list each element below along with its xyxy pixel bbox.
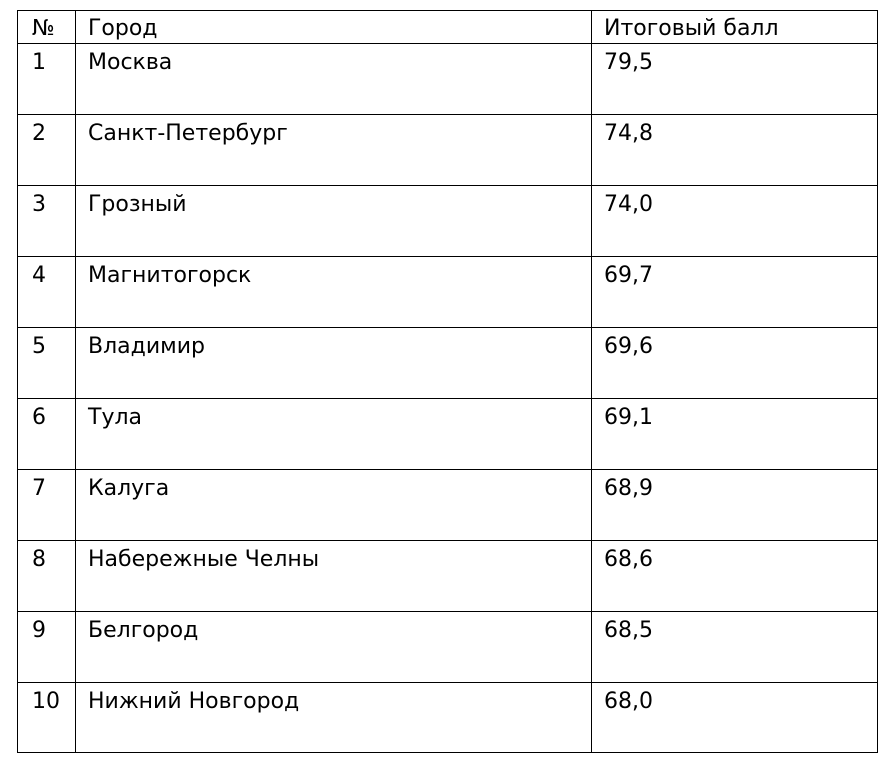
table-row: 3 Грозный 74,0 xyxy=(17,185,878,257)
row-score: 69,6 xyxy=(591,327,878,399)
table-row: 5 Владимир 69,6 xyxy=(17,327,878,399)
row-city: Грозный xyxy=(75,185,592,257)
row-number: 5 xyxy=(17,327,76,399)
city-ranking-table: № Город Итоговый балл 1 Москва 79,5 2 Са… xyxy=(17,10,878,753)
header-row: № Город Итоговый балл xyxy=(17,10,878,44)
row-score: 74,0 xyxy=(591,185,878,257)
row-number: 9 xyxy=(17,611,76,683)
row-city: Нижний Новгород xyxy=(75,682,592,753)
table-row: 8 Набережные Челны 68,6 xyxy=(17,540,878,612)
row-score: 69,1 xyxy=(591,398,878,470)
row-score: 68,9 xyxy=(591,469,878,541)
header-score: Итоговый балл xyxy=(591,10,878,44)
row-city: Магнитогорск xyxy=(75,256,592,328)
table-row: 4 Магнитогорск 69,7 xyxy=(17,256,878,328)
row-city: Москва xyxy=(75,43,592,115)
row-score: 69,7 xyxy=(591,256,878,328)
header-city: Город xyxy=(75,10,592,44)
header-number: № xyxy=(17,10,76,44)
table-row: 6 Тула 69,1 xyxy=(17,398,878,470)
row-score: 68,5 xyxy=(591,611,878,683)
row-city: Калуга xyxy=(75,469,592,541)
row-number: 10 xyxy=(17,682,76,753)
row-number: 2 xyxy=(17,114,76,186)
table-row: 1 Москва 79,5 xyxy=(17,43,878,115)
row-number: 7 xyxy=(17,469,76,541)
row-score: 74,8 xyxy=(591,114,878,186)
row-number: 3 xyxy=(17,185,76,257)
row-score: 68,6 xyxy=(591,540,878,612)
row-score: 68,0 xyxy=(591,682,878,753)
row-city: Набережные Челны xyxy=(75,540,592,612)
row-number: 6 xyxy=(17,398,76,470)
row-number: 8 xyxy=(17,540,76,612)
row-city: Санкт-Петербург xyxy=(75,114,592,186)
table-row: 9 Белгород 68,5 xyxy=(17,611,878,683)
row-number: 1 xyxy=(17,43,76,115)
table-row: 7 Калуга 68,9 xyxy=(17,469,878,541)
table-body: 1 Москва 79,5 2 Санкт-Петербург 74,8 3 Г… xyxy=(17,43,878,753)
table-row: 10 Нижний Новгород 68,0 xyxy=(17,682,878,753)
row-city: Белгород xyxy=(75,611,592,683)
row-city: Владимир xyxy=(75,327,592,399)
row-city: Тула xyxy=(75,398,592,470)
row-score: 79,5 xyxy=(591,43,878,115)
row-number: 4 xyxy=(17,256,76,328)
table-header: № Город Итоговый балл xyxy=(17,10,878,44)
table-row: 2 Санкт-Петербург 74,8 xyxy=(17,114,878,186)
